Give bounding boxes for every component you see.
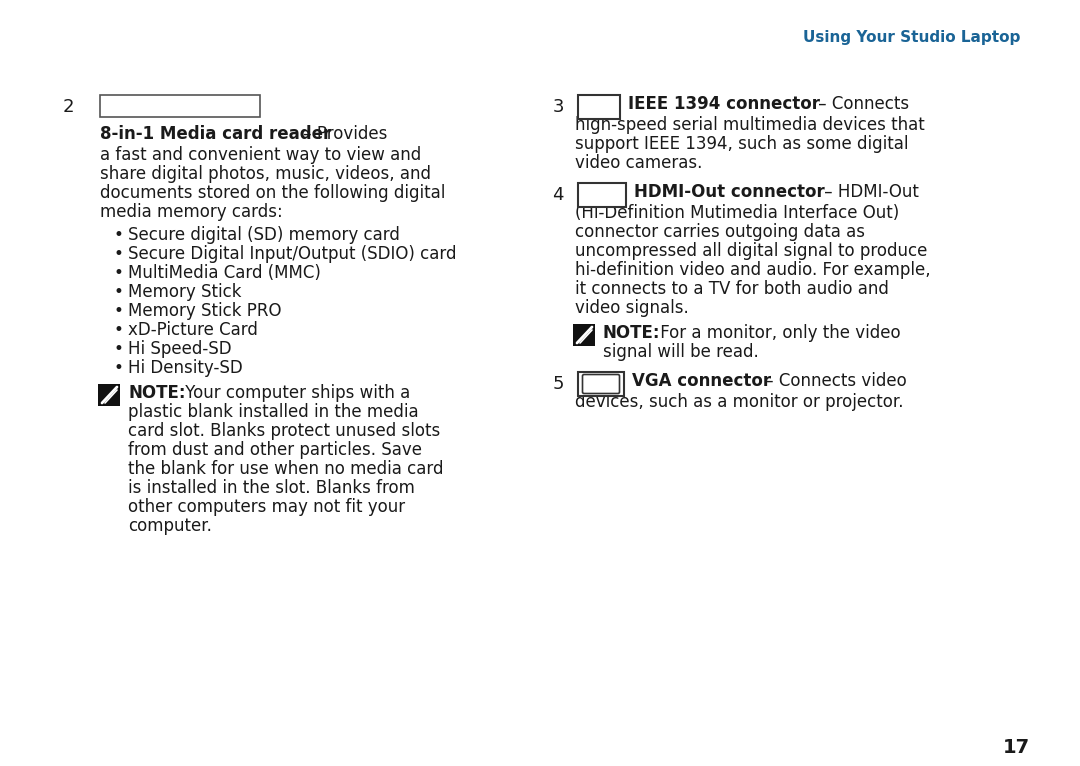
FancyBboxPatch shape	[578, 95, 620, 119]
Text: VGA connector: VGA connector	[632, 372, 771, 390]
Text: high-speed serial multimedia devices that: high-speed serial multimedia devices tha…	[575, 116, 924, 134]
Text: 8-in-1 Media card reader: 8-in-1 Media card reader	[100, 125, 332, 143]
Text: from dust and other particles. Save: from dust and other particles. Save	[129, 441, 422, 459]
Text: media memory cards:: media memory cards:	[100, 203, 283, 221]
Text: it connects to a TV for both audio and: it connects to a TV for both audio and	[575, 280, 889, 298]
Text: 3: 3	[552, 98, 564, 116]
Text: the blank for use when no media card: the blank for use when no media card	[129, 460, 444, 478]
Text: Secure digital (SD) memory card: Secure digital (SD) memory card	[129, 226, 400, 244]
Text: 17: 17	[1003, 738, 1030, 757]
Text: – Connects: – Connects	[813, 95, 909, 113]
Text: Memory Stick: Memory Stick	[129, 283, 242, 301]
Text: Secure Digital Input/Output (SDIO) card: Secure Digital Input/Output (SDIO) card	[129, 245, 457, 263]
Text: a fast and convenient way to view and: a fast and convenient way to view and	[100, 146, 421, 164]
FancyBboxPatch shape	[582, 375, 620, 394]
Text: Hi Speed-SD: Hi Speed-SD	[129, 340, 231, 358]
Text: Hi Density-SD: Hi Density-SD	[129, 359, 243, 377]
Text: 4: 4	[552, 186, 564, 204]
Text: video signals.: video signals.	[575, 299, 689, 317]
Text: (Hi-Definition Mutimedia Interface Out): (Hi-Definition Mutimedia Interface Out)	[575, 204, 900, 222]
Text: •: •	[114, 226, 124, 244]
Text: HDMI-Out connector: HDMI-Out connector	[634, 183, 825, 201]
Text: – HDMI-Out: – HDMI-Out	[819, 183, 919, 201]
Text: hi-definition video and audio. For example,: hi-definition video and audio. For examp…	[575, 261, 931, 279]
Text: video cameras.: video cameras.	[575, 154, 702, 172]
Text: plastic blank installed in the media: plastic blank installed in the media	[129, 403, 419, 421]
Text: HDMI: HDMI	[583, 186, 621, 199]
Text: card slot. Blanks protect unused slots: card slot. Blanks protect unused slots	[129, 422, 441, 440]
Text: connector carries outgoing data as: connector carries outgoing data as	[575, 223, 865, 241]
Text: xD-Picture Card: xD-Picture Card	[129, 321, 258, 339]
Text: •: •	[114, 321, 124, 339]
FancyBboxPatch shape	[98, 384, 120, 406]
Text: Your computer ships with a: Your computer ships with a	[180, 384, 410, 402]
Text: 2: 2	[63, 98, 73, 116]
Text: Memory Stick PRO: Memory Stick PRO	[129, 302, 282, 320]
Text: Using Your Studio Laptop: Using Your Studio Laptop	[802, 30, 1020, 45]
Text: 1394: 1394	[583, 98, 615, 111]
Text: NOTE:: NOTE:	[129, 384, 186, 402]
Text: share digital photos, music, videos, and: share digital photos, music, videos, and	[100, 165, 431, 183]
Text: is installed in the slot. Blanks from: is installed in the slot. Blanks from	[129, 479, 415, 497]
Text: – Connects video: – Connects video	[760, 372, 907, 390]
Text: •: •	[114, 264, 124, 282]
Text: documents stored on the following digital: documents stored on the following digita…	[100, 184, 445, 202]
Text: •: •	[114, 245, 124, 263]
Text: •: •	[114, 340, 124, 358]
Text: NOTE:: NOTE:	[603, 324, 661, 342]
Text: support IEEE 1394, such as some digital: support IEEE 1394, such as some digital	[575, 135, 908, 153]
FancyBboxPatch shape	[100, 95, 260, 117]
Text: •: •	[114, 302, 124, 320]
Text: uncompressed all digital signal to produce: uncompressed all digital signal to produ…	[575, 242, 928, 260]
Text: 5: 5	[552, 375, 564, 393]
Text: other computers may not fit your: other computers may not fit your	[129, 498, 405, 516]
Text: MultiMedia Card (MMC): MultiMedia Card (MMC)	[129, 264, 321, 282]
Text: •: •	[114, 359, 124, 377]
Text: •: •	[114, 283, 124, 301]
Text: devices, such as a monitor or projector.: devices, such as a monitor or projector.	[575, 393, 904, 411]
FancyBboxPatch shape	[578, 372, 624, 396]
Text: computer.: computer.	[129, 517, 212, 535]
Text: IEEE 1394 connector: IEEE 1394 connector	[627, 95, 820, 113]
Text: – Provides: – Provides	[298, 125, 388, 143]
Text: For a monitor, only the video: For a monitor, only the video	[654, 324, 901, 342]
FancyBboxPatch shape	[578, 183, 626, 207]
FancyBboxPatch shape	[573, 324, 595, 346]
Text: SD/MMC - MS/Pro: SD/MMC - MS/Pro	[106, 98, 225, 112]
Text: signal will be read.: signal will be read.	[603, 343, 759, 361]
